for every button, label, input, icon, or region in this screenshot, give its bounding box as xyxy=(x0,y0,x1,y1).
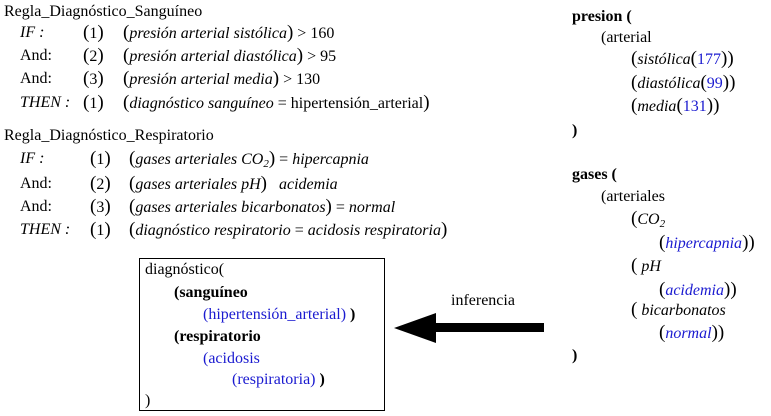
rule1-num-2: (2) xyxy=(83,45,104,66)
inferencia-label: inferencia xyxy=(451,292,515,309)
presion-close: ) xyxy=(572,122,578,139)
rule1-kw-4: THEN : xyxy=(20,94,71,111)
gases-close: ) xyxy=(572,347,578,364)
rule2-num-2: (2) xyxy=(90,173,111,194)
presion-item-media: (media(131)) xyxy=(631,95,720,116)
inference-arrow-head xyxy=(394,313,436,343)
rule1-num-3: (3) xyxy=(83,68,104,89)
diagnostico-head: diagnóstico( xyxy=(145,261,225,278)
diagnostico-respiratorio-value-1: (acidosis xyxy=(203,350,260,367)
rule1-kw-2: And: xyxy=(20,47,52,64)
rule2-kw-3: And: xyxy=(20,198,52,215)
rule2-num-3: (3) xyxy=(90,196,111,217)
rule2-kw-1: IF : xyxy=(20,150,45,167)
gases-head: gases ( xyxy=(572,166,617,183)
rule2-kw-4: THEN : xyxy=(20,221,71,238)
inference-arrow-shaft xyxy=(428,323,544,332)
rule1-title: Regla_Diagnóstico_Sanguíneo xyxy=(4,3,203,20)
rule2-num-4: (1) xyxy=(90,219,111,240)
rule2-cond-4: (diagnóstico respiratorio = acidosis res… xyxy=(129,219,448,240)
gases-item-bicarbonatos-name: ( bicarbonatos xyxy=(631,299,726,320)
diagnostico-sanguineo-label: (sanguíneo xyxy=(174,284,248,301)
rule1-cond-1: (presión arterial sistólica) > 160 xyxy=(123,22,335,43)
gases-item-ph-name: ( pH xyxy=(631,255,661,276)
rule1-kw-1: IF : xyxy=(20,24,45,41)
gases-item-ph-value: (acidemia)) xyxy=(659,279,737,300)
rule1-num-4: (1) xyxy=(83,92,104,113)
diagnostico-close: ) xyxy=(145,392,151,409)
rule1-kw-3: And: xyxy=(20,70,52,87)
rule2-cond-3: (gases arteriales bicarbonatos) = normal xyxy=(129,196,396,217)
gases-group: (arteriales xyxy=(601,188,665,205)
presion-head: presion ( xyxy=(572,8,632,25)
rule2-cond-1: (gases arteriales CO2) = hipercapnia xyxy=(129,148,369,170)
diagnostico-respiratorio-label: (respiratorio xyxy=(174,328,261,345)
gases-item-co2-name: (CO2 xyxy=(631,208,666,230)
rule2-title: Regla_Diagnóstico_Respiratorio xyxy=(4,127,214,144)
rule2-cond-2: (gases arteriales pH) acidemia xyxy=(129,173,338,194)
diagnostico-respiratorio-value-2: (respiratoria) ) xyxy=(232,371,325,388)
presion-group: (arterial xyxy=(601,29,652,46)
gases-item-co2-value: (hipercapnia)) xyxy=(659,232,755,253)
rule2-num-1: (1) xyxy=(90,148,111,169)
rule1-cond-3: (presión arterial media) > 130 xyxy=(123,68,321,89)
diagnostico-sanguineo-value: (hipertensión_arterial) ) xyxy=(203,306,356,323)
presion-item-sistolica: (sistólica(177)) xyxy=(631,48,734,69)
rule2-kw-2: And: xyxy=(20,175,52,192)
diagnostico-box: diagnóstico( (sanguíneo (hipertensión_ar… xyxy=(139,258,385,411)
gases-item-bicarbonatos-value: (normal)) xyxy=(659,322,725,343)
rule1-cond-2: (presión arterial diastólica) > 95 xyxy=(123,45,337,66)
presion-item-diastolica: (diastólica(99)) xyxy=(631,72,736,93)
rule1-num-1: (1) xyxy=(83,22,104,43)
inference-arrow xyxy=(394,313,544,343)
rule1-cond-4: (diagnóstico sanguíneo = hipertensión_ar… xyxy=(123,92,430,113)
